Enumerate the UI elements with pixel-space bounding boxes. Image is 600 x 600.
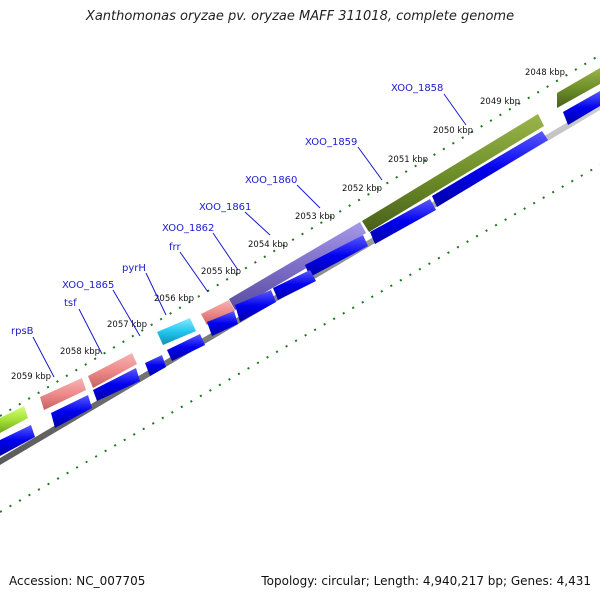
gene-features xyxy=(0,68,600,433)
gene-label[interactable]: XOO_1861 xyxy=(199,202,251,213)
scale-labels: 2048 kbp 2049 kbp 2050 kbp 2051 kbp 2052… xyxy=(11,68,565,382)
scale-label: 2054 kbp xyxy=(248,240,288,250)
cds-arrow xyxy=(167,334,205,361)
gene-label[interactable]: XOO_1862 xyxy=(162,223,214,234)
cds-arrow xyxy=(145,355,166,376)
scale-label: 2049 kbp xyxy=(480,97,520,107)
gene-feature-rpsb xyxy=(40,378,86,410)
cds-arrow xyxy=(235,290,276,322)
cds-arrows xyxy=(0,91,600,456)
gene-leader-lines xyxy=(32,93,467,378)
scale-label: 2057 kbp xyxy=(107,320,147,330)
scale-label: 2059 kbp xyxy=(11,372,51,382)
gene-label[interactable]: XOO_1865 xyxy=(62,280,114,291)
gene-label[interactable]: rpsB xyxy=(11,326,34,337)
gene-label[interactable]: XOO_1858 xyxy=(391,83,443,94)
cds-arrow xyxy=(370,199,436,244)
scale-label: 2058 kbp xyxy=(60,347,100,357)
gene-feature-lime-left xyxy=(0,406,28,433)
cds-arrow xyxy=(305,235,368,277)
gene-feature-olive-far xyxy=(557,68,600,108)
gene-feature-pyrh xyxy=(157,318,196,345)
scale-label: 2056 kbp xyxy=(154,294,194,304)
gene-feature-xoo-1861-1862 xyxy=(229,222,366,310)
accession-text: Accession: NC_007705 xyxy=(9,574,146,588)
gene-label[interactable]: frr xyxy=(169,242,181,253)
gene-label[interactable]: XOO_1860 xyxy=(245,175,297,186)
gene-label[interactable]: XOO_1859 xyxy=(305,137,357,148)
gene-feature-tsf xyxy=(88,353,137,388)
cds-arrow xyxy=(93,368,140,401)
scale-label: 2055 kbp xyxy=(201,267,241,277)
cds-arrow xyxy=(563,91,600,125)
cds-arrow xyxy=(207,311,238,336)
cds-arrow xyxy=(432,131,548,207)
gene-feature-frr xyxy=(201,300,235,325)
cds-arrow xyxy=(51,395,92,428)
scale-label: 2050 kbp xyxy=(433,126,473,136)
cds-arrow xyxy=(0,425,35,456)
outer-tick-ring xyxy=(0,54,600,417)
gene-feature-xoo-1858-1860 xyxy=(362,114,544,232)
cds-arrow xyxy=(273,270,316,300)
scale-label: 2051 kbp xyxy=(388,155,428,165)
map-title: Xanthomonas oryzae pv. oryzae MAFF 31101… xyxy=(85,9,515,24)
gene-label[interactable]: tsf xyxy=(64,298,77,309)
scale-label: 2048 kbp xyxy=(525,68,565,78)
gene-label[interactable]: pyrH xyxy=(122,263,146,274)
gene-labels: XOO_1858 XOO_1859 XOO_1860 XOO_1861 XOO_… xyxy=(11,83,443,337)
scale-label: 2052 kbp xyxy=(342,184,382,194)
genome-summary-text: Topology: circular; Length: 4,940,217 bp… xyxy=(261,574,591,588)
scale-label: 2053 kbp xyxy=(295,212,335,222)
